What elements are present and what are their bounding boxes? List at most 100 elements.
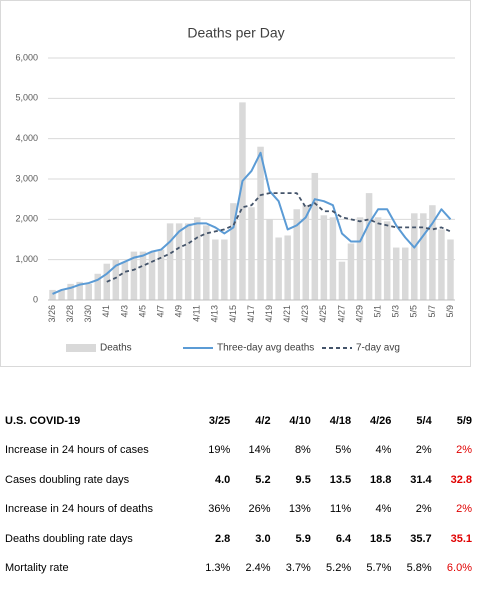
- bar: [58, 289, 65, 300]
- bar: [311, 172, 319, 300]
- table-cell: 1.3%: [205, 562, 231, 575]
- table-cell: 6.4: [335, 532, 352, 545]
- chart-title: Deaths per Day: [187, 25, 284, 41]
- table-cell: 5/4: [416, 414, 432, 427]
- bar: [121, 261, 129, 300]
- x-tick-label: 5/3: [391, 305, 401, 318]
- table-cell: 9.5: [295, 473, 311, 486]
- bar: [383, 221, 391, 300]
- bar: [76, 281, 83, 300]
- bar: [112, 259, 120, 300]
- bar: [67, 283, 74, 300]
- table-cell: 3/25: [208, 414, 231, 427]
- table-cell: 2.8: [214, 532, 231, 545]
- table-cell: 32.8: [450, 473, 472, 486]
- bar: [94, 273, 102, 300]
- table-cell: Increase in 24 hours of deaths: [5, 503, 153, 516]
- x-tick-label: 4/7: [155, 305, 165, 318]
- bar: [85, 283, 92, 300]
- table-cell: 2%: [456, 503, 472, 516]
- bar: [429, 205, 436, 300]
- table-cell: 13.5: [329, 473, 352, 486]
- table-cell: 13%: [288, 503, 311, 516]
- x-tick-label: 5/7: [427, 305, 437, 318]
- x-tick-label: 4/13: [210, 305, 220, 323]
- table-cell: 5.2: [255, 473, 271, 486]
- x-tick-label: 3/28: [65, 305, 75, 323]
- bar: [157, 249, 165, 300]
- bar: [338, 261, 346, 300]
- table-cell: 5.2%: [326, 562, 352, 575]
- table-row: Cases doubling rate days 4.0 5.2 9.5 13.5 18.…: [0, 465, 474, 495]
- table-row: Increase in 24 hours of cases 19% 14% 8% 5% 4…: [0, 436, 474, 466]
- table-cell: 4/26: [369, 414, 392, 427]
- table-cell: Mortality rate: [5, 562, 69, 575]
- bar: [356, 217, 364, 300]
- bar: [103, 263, 111, 300]
- bar: [329, 217, 337, 300]
- table-row: U.S. COVID-19 3/25 4/2 4/10 4/18 4/26 5/4 5/9: [0, 406, 474, 436]
- table-cell: U.S. COVID-19: [5, 414, 81, 427]
- x-tick-label: 4/3: [119, 305, 129, 318]
- bar: [248, 207, 255, 300]
- x-tick-label: 3/30: [83, 305, 93, 323]
- table-cell: 2%: [456, 444, 472, 457]
- x-tick-label: 5/9: [445, 305, 455, 318]
- table-cell: 3.0: [255, 532, 271, 545]
- line: [52, 151, 452, 295]
- table-cell: 5.8%: [406, 562, 432, 575]
- table-cell: Cases doubling rate days: [5, 473, 130, 486]
- table-cell: 6.0%: [446, 562, 472, 575]
- x-tick-label: 4/15: [228, 305, 238, 323]
- legend-label: 7-day avg: [356, 343, 400, 354]
- legend-swatch: [66, 344, 96, 352]
- x-tick-label: 4/1: [101, 305, 111, 318]
- y-tick-label: 5,000: [15, 93, 38, 103]
- table-row: Deaths doubling rate days 2.8 3.0 5.9 6.4 18.…: [0, 524, 474, 554]
- x-tick-label: 4/29: [354, 305, 364, 323]
- table-cell: 14%: [248, 444, 271, 457]
- bar: [401, 247, 409, 300]
- y-tick-label: 0: [33, 294, 38, 304]
- x-tick-label: 4/17: [246, 305, 256, 323]
- y-tick-label: 1,000: [15, 254, 38, 264]
- bar: [175, 223, 183, 300]
- table-cell: 2.4%: [245, 562, 271, 575]
- bar: [49, 289, 56, 300]
- table-cell: 5/9: [456, 414, 472, 427]
- table-cell: 4/10: [289, 414, 311, 427]
- bar: [130, 251, 138, 300]
- bar: [230, 203, 237, 300]
- bar: [166, 223, 174, 300]
- table-cell: 18.5: [369, 532, 392, 545]
- x-tick-label: 5/5: [409, 305, 419, 318]
- x-tick-label: 4/25: [318, 305, 328, 323]
- bar: [347, 243, 355, 300]
- table-cell: 18.8: [369, 473, 392, 486]
- bar: [284, 235, 291, 300]
- y-tick-label: 4,000: [15, 133, 38, 143]
- bar: [203, 225, 210, 300]
- bar: [257, 146, 264, 300]
- bar: [365, 193, 373, 300]
- table-cell: 4.0: [214, 473, 231, 486]
- table-cell: 4%: [375, 444, 392, 457]
- bar: [275, 237, 282, 300]
- table-cell: 19%: [208, 444, 231, 457]
- bar: [139, 251, 147, 300]
- table-cell: 35.1: [450, 532, 472, 545]
- line: [106, 192, 451, 283]
- table-cell: 2%: [415, 503, 432, 516]
- bar: [302, 205, 310, 300]
- bar: [420, 213, 427, 300]
- bar: [320, 215, 328, 300]
- bar: [374, 217, 382, 300]
- table-cell: 8%: [294, 444, 311, 457]
- table-cell: 4/2: [255, 414, 271, 427]
- table-cell: 31.4: [410, 473, 432, 486]
- bar: [193, 217, 201, 300]
- table-cell: Deaths doubling rate days: [5, 532, 133, 545]
- bar: [184, 223, 192, 300]
- table-cell: 26%: [248, 503, 271, 516]
